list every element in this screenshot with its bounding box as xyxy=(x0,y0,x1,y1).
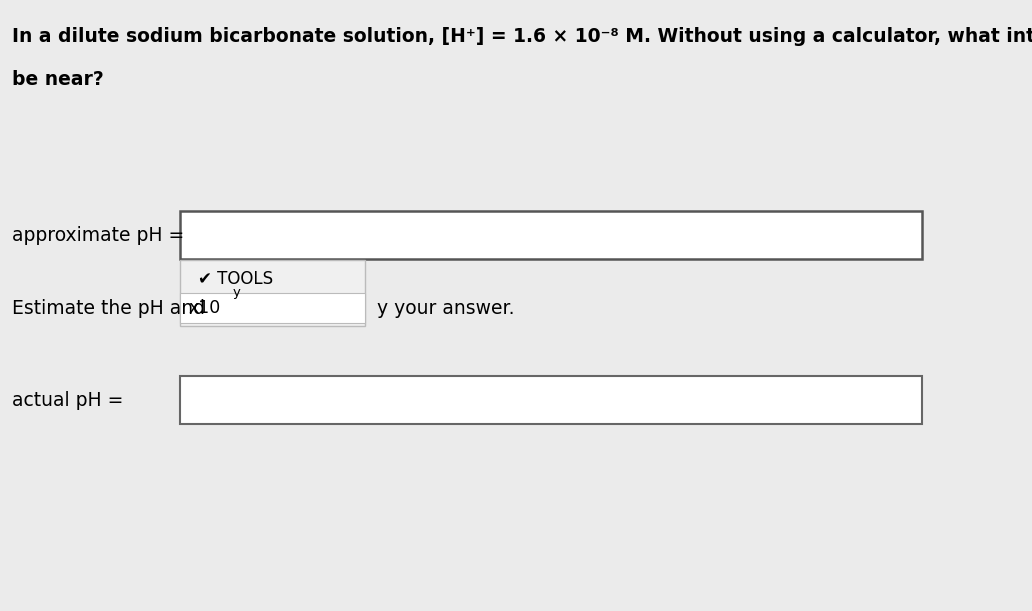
FancyBboxPatch shape xyxy=(180,260,365,326)
Text: x10: x10 xyxy=(189,299,221,317)
FancyBboxPatch shape xyxy=(180,293,365,323)
Text: In a dilute sodium bicarbonate solution, [H⁺] = 1.6 × 10⁻⁸ M. Without using a ca: In a dilute sodium bicarbonate solution,… xyxy=(12,27,1032,46)
Text: ✔ TOOLS: ✔ TOOLS xyxy=(198,270,273,288)
Text: Estimate the pH and: Estimate the pH and xyxy=(12,299,212,318)
Text: approximate pH =: approximate pH = xyxy=(12,225,185,245)
Text: y: y xyxy=(233,287,240,299)
Text: actual pH =: actual pH = xyxy=(12,390,124,410)
FancyBboxPatch shape xyxy=(180,211,922,259)
Text: y your answer.: y your answer. xyxy=(377,299,515,318)
Text: be near?: be near? xyxy=(12,70,104,89)
FancyBboxPatch shape xyxy=(180,376,922,424)
